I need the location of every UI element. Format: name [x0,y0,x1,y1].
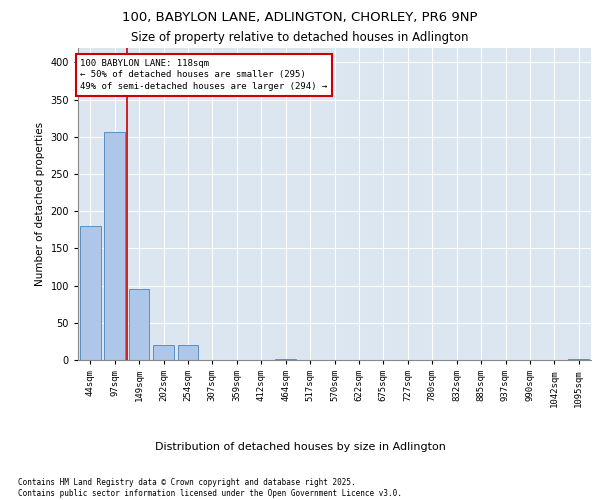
Text: Contains HM Land Registry data © Crown copyright and database right 2025.
Contai: Contains HM Land Registry data © Crown c… [18,478,402,498]
Text: Size of property relative to detached houses in Adlington: Size of property relative to detached ho… [131,31,469,44]
Text: Distribution of detached houses by size in Adlington: Distribution of detached houses by size … [155,442,445,452]
Y-axis label: Number of detached properties: Number of detached properties [35,122,45,286]
Text: 100, BABYLON LANE, ADLINGTON, CHORLEY, PR6 9NP: 100, BABYLON LANE, ADLINGTON, CHORLEY, P… [122,11,478,24]
Bar [128,290,149,360]
Bar [153,345,174,360]
Text: 100 BABYLON LANE: 118sqm
← 50% of detached houses are smaller (295)
49% of semi-: 100 BABYLON LANE: 118sqm ← 50% of detach… [80,58,328,92]
Bar [104,132,125,360]
Bar [80,226,101,360]
Bar [178,345,199,360]
